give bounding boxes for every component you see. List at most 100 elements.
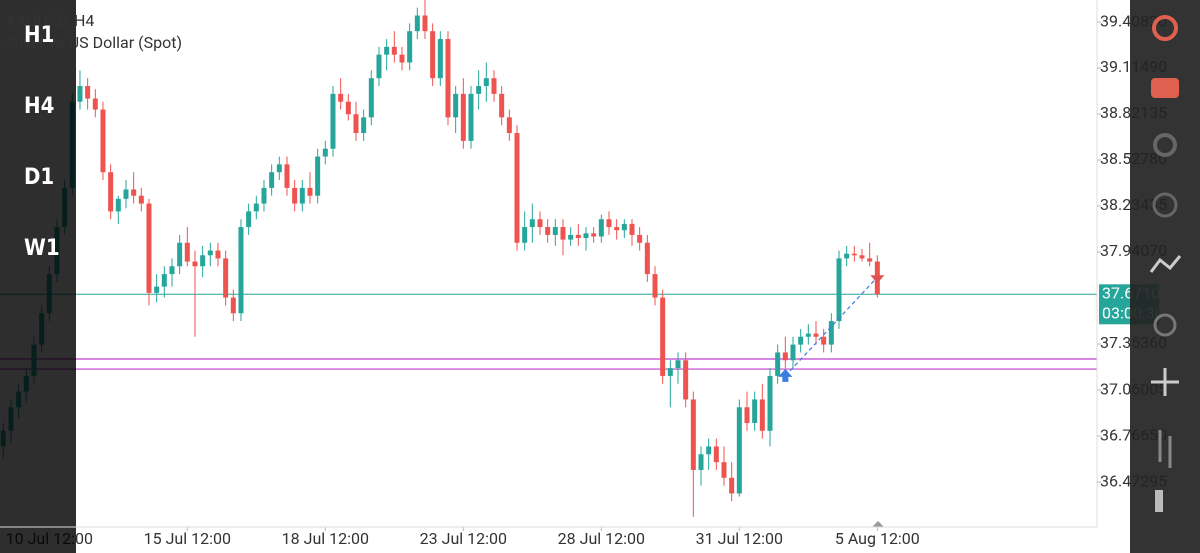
candle-body (813, 333, 819, 337)
candle-body (790, 344, 796, 361)
candle-body (376, 54, 382, 79)
candle-body (261, 187, 267, 204)
x-tick-label: 5 Aug 12:00 (835, 529, 920, 548)
candle-body (399, 54, 405, 63)
candle-body (131, 189, 137, 196)
candle-body (154, 286, 160, 293)
candle-body (322, 148, 328, 157)
candle-body (514, 133, 520, 243)
symbol-title: XAGUSD, H4 (6, 11, 94, 30)
icon-refresh[interactable] (1152, 192, 1178, 218)
candle-body (238, 227, 244, 314)
candle-body (445, 39, 451, 118)
candle-body (146, 203, 152, 293)
candle-body (821, 336, 827, 345)
candle-body (621, 223, 627, 231)
x-tick-label: 31 Jul 12:00 (696, 529, 783, 548)
candle-body (353, 114, 359, 134)
icon-line[interactable] (1149, 255, 1182, 273)
candle-body (560, 227, 566, 240)
candle-body (192, 261, 198, 267)
candle-body (361, 117, 367, 134)
candle-body (246, 211, 252, 228)
candle-body (652, 274, 658, 298)
candle-body (138, 195, 144, 204)
timeframe-buttons: H1 H4 D1 W1 (24, 23, 60, 261)
candle-body (629, 223, 635, 235)
candle-body (307, 187, 313, 196)
trade-line (784, 276, 878, 377)
candle-body (775, 352, 781, 376)
candle-body (767, 375, 773, 431)
icon-trades[interactable] (1158, 430, 1172, 468)
candle-body (545, 227, 551, 235)
candle-body (614, 227, 620, 231)
candle-body (828, 321, 834, 345)
candle-body (552, 227, 558, 235)
candle-body (476, 86, 482, 94)
timeframe-button[interactable]: D1 (24, 165, 54, 190)
candle-body (782, 352, 788, 361)
trade-exit (870, 275, 885, 284)
icon-indicators[interactable] (1152, 15, 1178, 41)
scroll-marker (872, 521, 884, 527)
x-tick-label: 28 Jul 12:00 (558, 529, 645, 548)
candle-body (338, 93, 344, 102)
candle-body (660, 297, 666, 376)
candle-body (568, 234, 574, 240)
timeframe-button[interactable]: H4 (24, 94, 54, 119)
candle-body (606, 219, 612, 228)
candle-body (184, 242, 190, 262)
candle-body (522, 227, 528, 243)
timeframe-button[interactable]: H1 (24, 23, 54, 48)
candle-body (92, 98, 98, 110)
icon-settings[interactable] (1153, 133, 1177, 157)
toolbar (1130, 0, 1200, 553)
candle-body (330, 93, 336, 149)
candle-body (721, 462, 727, 478)
icon-objects[interactable] (1151, 78, 1179, 98)
icon-crosshair[interactable] (1151, 368, 1179, 396)
candle-body (460, 93, 466, 141)
candle-body (667, 368, 673, 376)
candle-body (108, 172, 114, 212)
candle-body (706, 446, 712, 455)
candle-body (844, 253, 850, 259)
symbol-description: Silver vs US Dollar (Spot) (6, 33, 182, 52)
candle-body (690, 399, 696, 470)
x-tick-label: 23 Jul 12:00 (420, 529, 507, 548)
candle-body (537, 219, 543, 228)
candle-body (575, 234, 581, 239)
timeframe-sidebar (0, 0, 76, 553)
candle-body (836, 258, 842, 322)
candle-body (637, 234, 643, 243)
candle-body (200, 255, 206, 267)
candle-body (223, 258, 229, 298)
candle-body (207, 250, 213, 256)
candle-body (422, 15, 428, 32)
timeframe-button[interactable]: W1 (24, 236, 60, 261)
trade-entry (778, 368, 793, 382)
candle-body (230, 297, 236, 314)
candle-body (683, 360, 689, 400)
candle-body (744, 407, 750, 423)
x-tick-label: 18 Jul 12:00 (282, 529, 369, 548)
candle-body (161, 274, 167, 287)
icon-chart-type[interactable] (1155, 490, 1163, 512)
candle-body (115, 198, 121, 212)
candle-body (407, 31, 413, 63)
icon-shape[interactable] (1153, 313, 1177, 337)
candle-body (269, 172, 275, 188)
x-tick-label: 15 Jul 12:00 (144, 529, 231, 548)
candle-body (598, 219, 604, 237)
candle-body (391, 46, 397, 55)
candle-body (468, 93, 474, 141)
candle-body (805, 333, 811, 337)
candle-body (437, 39, 443, 79)
candle-body (529, 219, 535, 228)
candle-body (851, 253, 857, 256)
candle-body (698, 454, 704, 470)
candle-body (583, 233, 589, 239)
candle-body (430, 31, 436, 79)
